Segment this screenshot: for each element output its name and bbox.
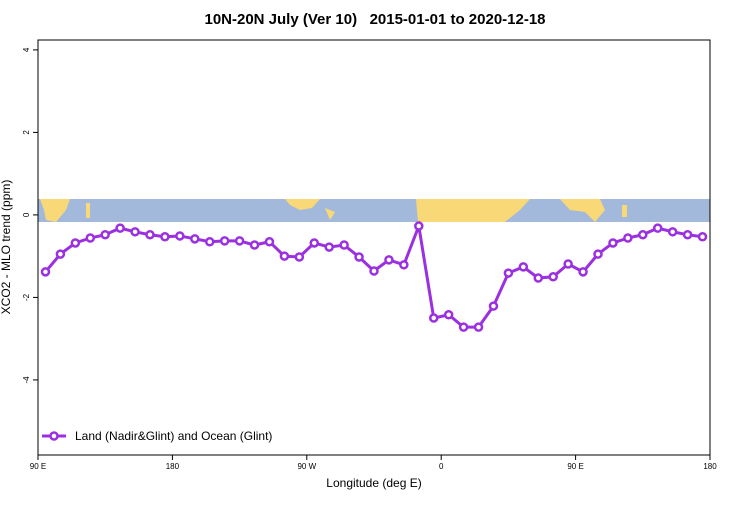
data-point (160, 232, 170, 242)
data-point (667, 227, 678, 237)
y-axis-label: XCO2 - MLO trend (ppm) (0, 180, 13, 315)
data-point (638, 229, 648, 240)
data-point (40, 267, 51, 277)
data-point (503, 268, 514, 278)
data-point (697, 232, 708, 242)
data-point (563, 259, 573, 269)
data-point (115, 223, 125, 233)
data-point (682, 229, 693, 240)
data-point (533, 273, 544, 283)
data-point (428, 313, 439, 323)
data-point (443, 309, 454, 320)
data-point (100, 229, 110, 240)
data-point (204, 236, 215, 247)
y-tick-label: -4 (22, 376, 31, 384)
data-point (652, 223, 663, 233)
data-point (548, 272, 558, 282)
data-point (145, 229, 155, 240)
data-point (339, 240, 349, 250)
data-point (294, 252, 305, 262)
data-point (608, 238, 618, 248)
data-point (354, 252, 364, 262)
legend-marker (49, 431, 59, 441)
legend-label: Land (Nadir&Glint) and Ocean (Glint) (75, 429, 272, 443)
data-point (264, 236, 275, 247)
data-point (623, 233, 633, 243)
series-line (44, 220, 703, 329)
x-tick-label: 0 (439, 462, 444, 471)
data-point (190, 234, 200, 244)
data-point (593, 249, 603, 259)
data-point (175, 231, 185, 241)
data-point (488, 301, 499, 311)
data-point (85, 233, 96, 243)
chart-title: 10N-20N July (Ver 10) 2015-01-01 to 2020… (204, 11, 545, 28)
plot-frame (37, 39, 711, 456)
y-tick-label: 0 (22, 212, 31, 217)
data-point (55, 249, 66, 259)
y-tick-label: 2 (22, 130, 31, 135)
data-point (578, 267, 588, 277)
data-point (458, 322, 469, 332)
x-tick-label: 180 (166, 462, 180, 471)
data-point (70, 238, 81, 248)
map-strip (38, 199, 710, 222)
x-tick-label: 90 E (30, 462, 46, 471)
data-point (399, 260, 409, 270)
x-tick-label: 90 W (297, 462, 316, 471)
data-point (249, 240, 260, 250)
data-point (414, 221, 424, 231)
data-point (130, 227, 140, 237)
data-point (219, 236, 230, 246)
data-point (518, 262, 529, 272)
data-point (279, 251, 290, 261)
data-point (324, 242, 334, 252)
x-tick-label: 90 E (567, 462, 583, 471)
data-point (309, 238, 320, 248)
data-point (384, 255, 394, 265)
data-point (473, 322, 484, 332)
x-tick-label: 180 (703, 462, 717, 471)
data-point (369, 266, 379, 276)
data-point (234, 236, 245, 246)
y-tick-label: -2 (22, 293, 31, 301)
x-axis-label: Longitude (deg E) (326, 476, 421, 490)
y-tick-label: 4 (22, 47, 31, 52)
